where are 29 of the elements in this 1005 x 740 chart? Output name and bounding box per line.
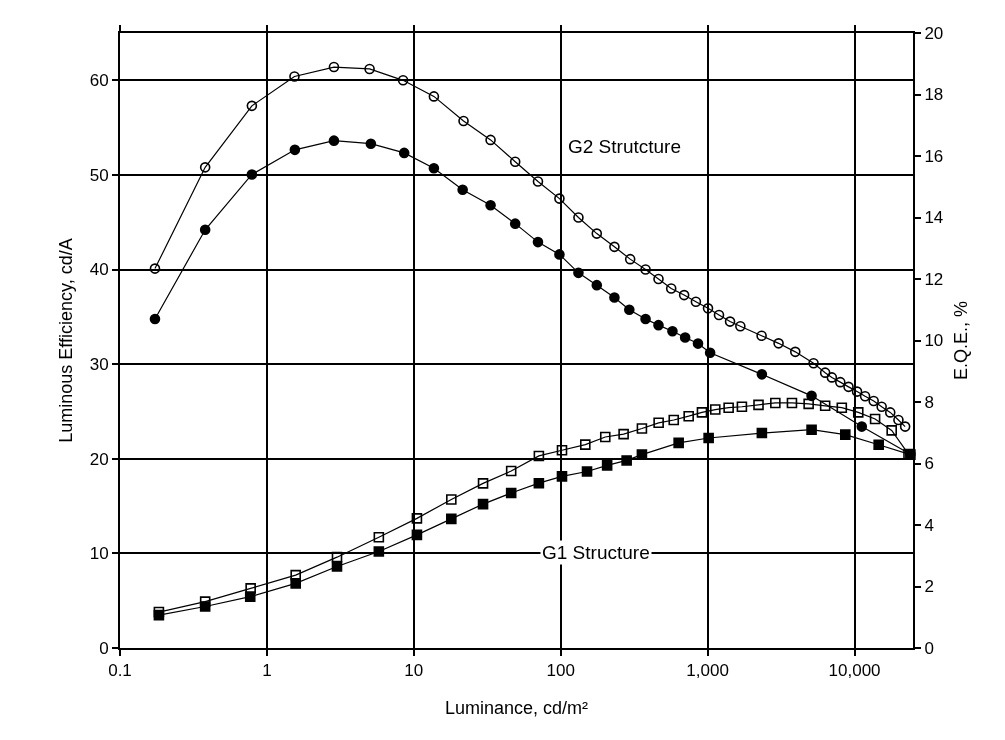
annotation: G2 Strutcture bbox=[568, 136, 681, 157]
x-tick-label: 0.1 bbox=[108, 661, 132, 681]
y2-tick-label: 14 bbox=[924, 208, 944, 228]
annotation: G1 Structure bbox=[542, 542, 650, 563]
y-tick-label: 10 bbox=[89, 544, 109, 564]
x-tick-label: 10,000 bbox=[828, 661, 881, 681]
x-tick-label: 1 bbox=[262, 661, 272, 681]
y2-tick-label: 16 bbox=[924, 146, 944, 166]
y2-tick-label: 2 bbox=[924, 577, 934, 597]
y2-tick-label: 6 bbox=[924, 454, 934, 474]
y-tick-label: 40 bbox=[89, 260, 109, 280]
x-tick-label: 10 bbox=[404, 661, 424, 681]
y2-axis-title: E.Q.E., % bbox=[950, 300, 971, 381]
x-tick-label: 1,000 bbox=[686, 661, 729, 681]
x-tick-label: 100 bbox=[546, 661, 575, 681]
y-tick-label: 60 bbox=[89, 71, 109, 91]
y2-tick-label: 20 bbox=[924, 23, 944, 43]
y2-tick-label: 10 bbox=[924, 331, 944, 351]
y-tick-label: 0 bbox=[99, 638, 109, 658]
y2-tick-label: 8 bbox=[924, 392, 934, 412]
y2-tick-label: 18 bbox=[924, 85, 944, 105]
y-tick-label: 20 bbox=[89, 449, 109, 469]
x-axis-title: Luminance, cd/m² bbox=[444, 698, 589, 718]
y2-tick-label: 4 bbox=[924, 515, 934, 535]
y2-tick-label: 0 bbox=[924, 638, 934, 658]
y-axis-title: Luminous Efficiency, cd/A bbox=[56, 238, 77, 443]
y-tick-label: 30 bbox=[89, 355, 109, 375]
y-tick-label: 50 bbox=[89, 165, 109, 185]
y2-tick-label: 12 bbox=[924, 269, 944, 289]
